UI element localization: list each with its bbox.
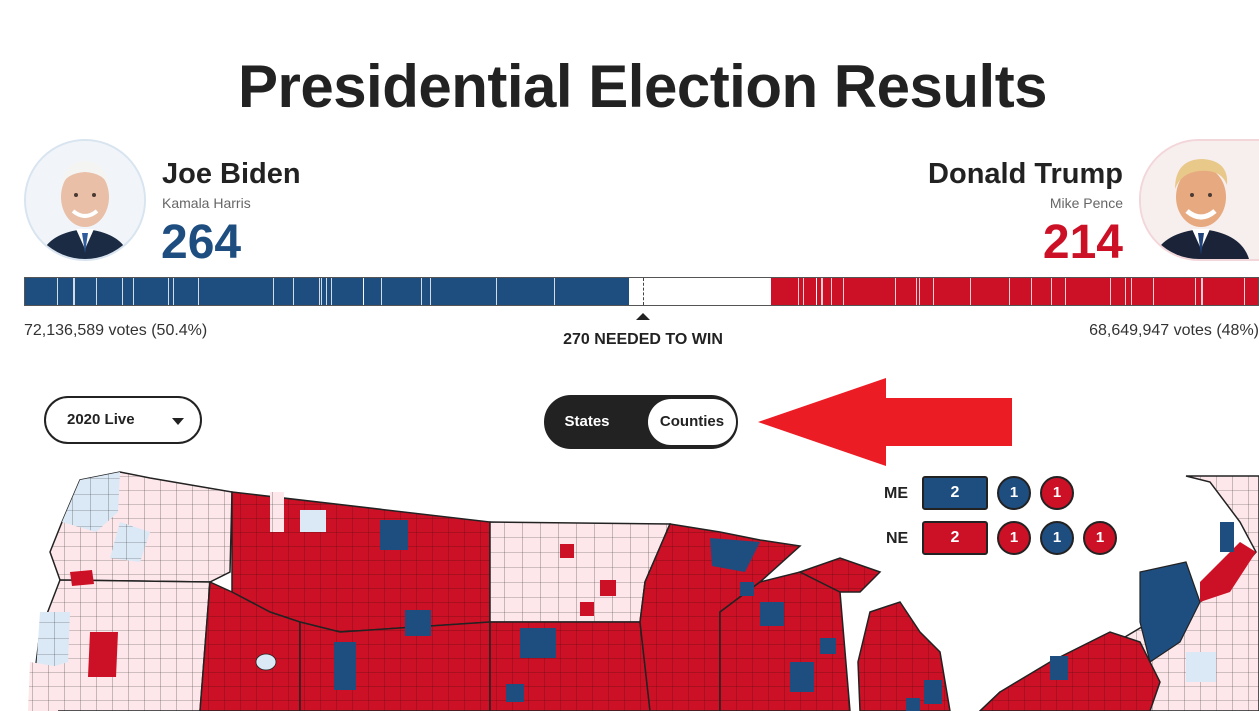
dem-popular-votes: 72,136,589 votes (50.4%) bbox=[24, 322, 208, 339]
needed-to-win-label: 270 NEEDED TO WIN bbox=[563, 331, 723, 348]
map-region-northwest bbox=[28, 471, 233, 711]
tally-state-divider bbox=[326, 278, 327, 305]
me-district-1[interactable]: 1 bbox=[997, 476, 1031, 510]
ne-statewide-box[interactable]: 2 bbox=[922, 521, 988, 555]
year-select-value: 2020 Live bbox=[67, 411, 135, 428]
toggle-option-states[interactable]: States bbox=[564, 413, 610, 430]
map-region-northeast bbox=[978, 475, 1259, 711]
tally-state-divider bbox=[919, 278, 920, 305]
tally-state-divider bbox=[1110, 278, 1111, 305]
tally-state-divider bbox=[331, 278, 332, 305]
tally-state-divider bbox=[363, 278, 364, 305]
tally-state-divider bbox=[381, 278, 382, 305]
tally-state-divider bbox=[1244, 278, 1245, 305]
tally-state-divider bbox=[933, 278, 934, 305]
dem-electoral-votes: 264 bbox=[161, 216, 242, 269]
tally-state-divider bbox=[831, 278, 832, 305]
tally-state-divider bbox=[273, 278, 274, 305]
tally-state-divider bbox=[133, 278, 134, 305]
trump-portrait bbox=[1141, 141, 1259, 259]
electoral-tally-bar bbox=[24, 277, 1259, 306]
ne-label: NE bbox=[886, 530, 909, 547]
tally-state-divider bbox=[57, 278, 58, 305]
tally-state-divider bbox=[803, 278, 804, 305]
map-region-michigan bbox=[857, 601, 951, 711]
me-district-2[interactable]: 1 bbox=[1040, 476, 1074, 510]
rep-electoral-votes: 214 bbox=[1042, 216, 1123, 269]
tally-state-divider bbox=[496, 278, 497, 305]
tally-state-divider bbox=[1153, 278, 1154, 305]
tally-state-divider bbox=[895, 278, 896, 305]
rep-popular-votes: 68,649,947 votes (48%) bbox=[1089, 322, 1259, 339]
tally-state-divider bbox=[1009, 278, 1010, 305]
tally-state-divider bbox=[1195, 278, 1196, 305]
tally-state-divider bbox=[173, 278, 174, 305]
year-select[interactable]: 2020 Live bbox=[44, 396, 202, 444]
view-toggle[interactable]: States Counties bbox=[544, 395, 738, 449]
tally-state-divider bbox=[1051, 278, 1052, 305]
tally-state-divider bbox=[1131, 278, 1132, 305]
tally-state-divider bbox=[96, 278, 97, 305]
tally-state-divider bbox=[1202, 278, 1203, 305]
tally-state-divider bbox=[554, 278, 555, 305]
annotation-arrow-icon bbox=[758, 378, 1012, 466]
chevron-down-icon bbox=[172, 418, 184, 425]
biden-avatar bbox=[24, 139, 146, 261]
me-label: ME bbox=[884, 485, 908, 502]
tally-state-divider bbox=[821, 278, 822, 305]
tally-state-divider bbox=[916, 278, 917, 305]
map-region-midwest bbox=[639, 523, 882, 711]
rep-tally-fill bbox=[771, 278, 1258, 305]
tally-state-divider bbox=[73, 278, 74, 305]
page-title: Presidential Election Results bbox=[237, 53, 1048, 120]
rep-candidate-name: Donald Trump bbox=[928, 158, 1123, 190]
tally-state-divider bbox=[319, 278, 320, 305]
dem-tally-fill bbox=[25, 278, 629, 305]
rep-running-mate: Mike Pence bbox=[1049, 195, 1123, 211]
tally-state-divider bbox=[970, 278, 971, 305]
dem-candidate-name: Joe Biden bbox=[162, 158, 301, 190]
toggle-option-counties[interactable]: Counties bbox=[648, 399, 736, 445]
county-results-map[interactable] bbox=[0, 462, 1259, 711]
ne-district-2[interactable]: 1 bbox=[1040, 521, 1074, 555]
tally-state-divider bbox=[798, 278, 799, 305]
tally-state-divider bbox=[293, 278, 294, 305]
tally-state-divider bbox=[822, 278, 823, 305]
dem-running-mate: Kamala Harris bbox=[162, 195, 251, 211]
tally-state-divider bbox=[74, 278, 75, 305]
tally-state-divider bbox=[430, 278, 431, 305]
trump-avatar bbox=[1139, 139, 1259, 261]
ne-district-3[interactable]: 1 bbox=[1083, 521, 1117, 555]
tally-state-divider bbox=[1031, 278, 1032, 305]
tally-state-divider bbox=[421, 278, 422, 305]
tally-state-divider bbox=[321, 278, 322, 305]
ne-district-1[interactable]: 1 bbox=[997, 521, 1031, 555]
tally-state-divider bbox=[198, 278, 199, 305]
tally-state-divider bbox=[122, 278, 123, 305]
tally-state-divider bbox=[816, 278, 817, 305]
tally-state-divider bbox=[843, 278, 844, 305]
tally-state-divider bbox=[168, 278, 169, 305]
map-region-plains bbox=[199, 491, 672, 711]
tally-state-divider bbox=[1065, 278, 1066, 305]
biden-portrait bbox=[26, 141, 144, 259]
win-threshold-line bbox=[643, 278, 644, 305]
me-statewide-box[interactable]: 2 bbox=[922, 476, 988, 510]
tally-state-divider bbox=[1201, 278, 1202, 305]
tally-state-divider bbox=[1125, 278, 1126, 305]
threshold-marker bbox=[636, 313, 650, 320]
